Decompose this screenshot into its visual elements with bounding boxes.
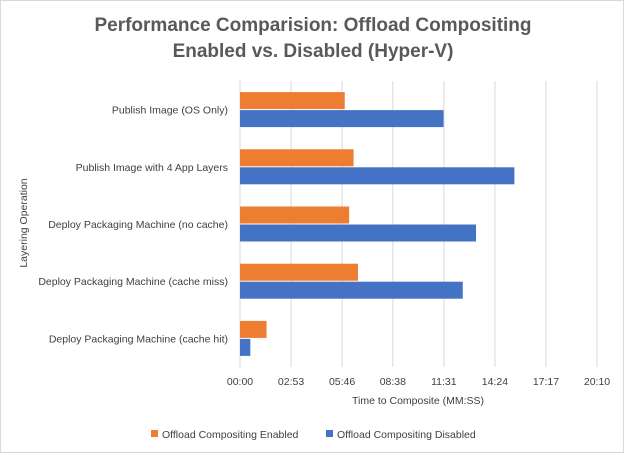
bars [240, 92, 515, 356]
bar-disabled [240, 110, 444, 128]
x-tick-label: 17:17 [533, 376, 559, 388]
legend-swatch [151, 430, 158, 437]
bar-disabled [240, 224, 477, 242]
x-axis-label: Time to Composite (MM:SS) [352, 395, 484, 407]
category-label: Deploy Packaging Machine (no cache) [48, 219, 228, 231]
category-label: Deploy Packaging Machine (cache hit) [49, 333, 228, 345]
legend: Offload Compositing Enabled Offload Compo… [151, 429, 476, 441]
bar-disabled [240, 338, 251, 356]
x-tick-label: 14:24 [482, 376, 508, 388]
x-tick-label: 02:53 [278, 376, 304, 388]
bar-enabled [240, 206, 350, 224]
x-tick-label: 05:46 [329, 376, 355, 388]
x-tick-label: 20:10 [584, 376, 610, 388]
category-label: Publish Image with 4 App Layers [76, 162, 228, 174]
chart-title: Performance Comparision: Offload Composi… [94, 15, 531, 62]
bar-enabled [240, 92, 345, 110]
legend-label: Offload Compositing Enabled [162, 429, 299, 441]
x-tick-label: 08:38 [380, 376, 406, 388]
bar-disabled [240, 167, 515, 185]
bar-enabled [240, 149, 354, 167]
category-label: Publish Image (OS Only) [112, 105, 228, 117]
legend-label: Offload Compositing Disabled [337, 429, 476, 441]
y-axis-label: Layering Operation [18, 178, 30, 267]
x-tick-label: 11:31 [431, 376, 457, 388]
category-label: Deploy Packaging Machine (cache miss) [38, 276, 228, 288]
x-tick-label: 00:00 [227, 376, 253, 388]
legend-swatch [326, 430, 333, 437]
bar-disabled [240, 281, 463, 299]
x-tick-labels: 00:00 02:53 05:46 08:38 11:31 14:24 17:17 20:10 [227, 376, 610, 388]
bar-enabled [240, 263, 359, 281]
chart-title-line-2: Enabled vs. Disabled (Hyper-V) [173, 41, 454, 62]
category-labels: Publish Image (OS Only) Publish Image wit… [38, 105, 228, 346]
gridlines [239, 81, 598, 367]
chart-title-line-1: Performance Comparision: Offload Composi… [94, 15, 531, 36]
bar-enabled [240, 320, 267, 338]
